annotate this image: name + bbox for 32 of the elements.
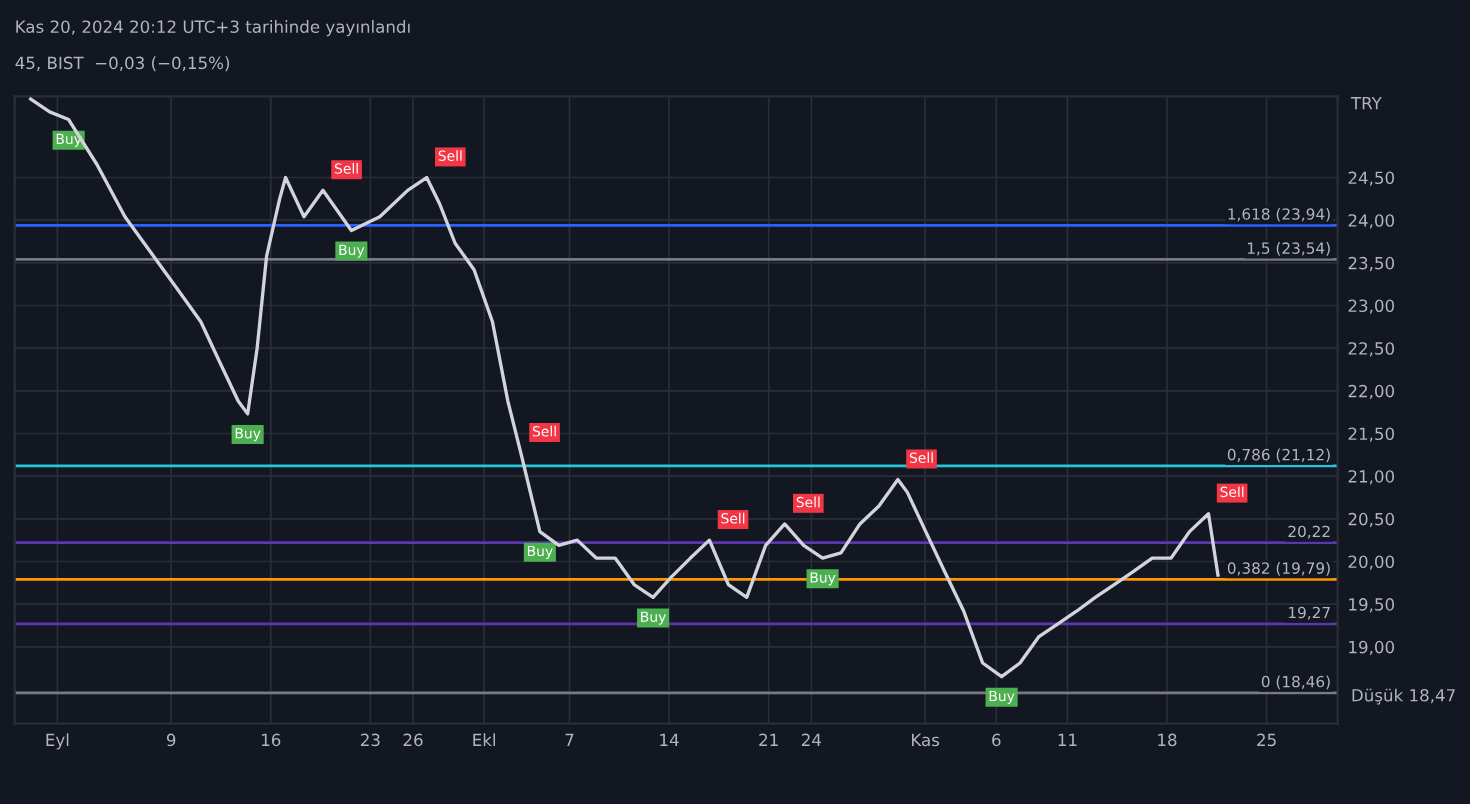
y-tick-label: 24,00 xyxy=(1348,214,1395,229)
y-tick-label: 23,50 xyxy=(1348,256,1395,272)
text: TRY xyxy=(1350,96,1382,110)
y-tick-label: 21,50 xyxy=(1348,427,1395,442)
x-tick-label: Eyl xyxy=(46,733,69,750)
x-tick-label: 18 xyxy=(1158,733,1177,747)
y-tick-label: 24,50 xyxy=(1348,171,1395,186)
x-tick-label: Kas xyxy=(912,733,940,747)
x-tick-label: 25 xyxy=(1257,733,1276,747)
chart-title: 45, BIST −0,03 (−0,15%) xyxy=(15,56,230,72)
y-tick-label: 20,00 xyxy=(1348,555,1395,570)
x-tick-label: 9 xyxy=(166,733,176,747)
x-tick-label: 21 xyxy=(759,733,778,746)
y-tick-label: 22,00 xyxy=(1348,384,1395,400)
y-tick-label: 23,00 xyxy=(1348,299,1395,314)
y-tick-label: 19,50 xyxy=(1349,598,1395,613)
x-tick-label: Ekl xyxy=(473,733,495,746)
x-tick-label: 23 xyxy=(360,733,380,747)
y-tick-label: 20,50 xyxy=(1348,512,1395,528)
chart-subtitle: Kas 20, 2024 20:12 UTC+3 tarihinde yayınlandı xyxy=(16,20,410,37)
x-tick-label: 24 xyxy=(801,733,822,746)
y-tick-label: 19,00 xyxy=(1349,640,1395,656)
text: Düşük 18,47 xyxy=(1352,688,1455,705)
x-tick-label: 16 xyxy=(261,733,281,747)
y-tick-label: 22,50 xyxy=(1348,342,1395,357)
x-tick-label: 11 xyxy=(1058,733,1077,746)
x-tick-label: 7 xyxy=(565,733,574,746)
x-tick-label: 26 xyxy=(403,733,423,747)
x-tick-label: 6 xyxy=(992,733,1001,747)
line-series xyxy=(29,97,1220,679)
y-tick-label: 21,00 xyxy=(1348,470,1395,485)
x-tick-label: 14 xyxy=(660,733,679,746)
